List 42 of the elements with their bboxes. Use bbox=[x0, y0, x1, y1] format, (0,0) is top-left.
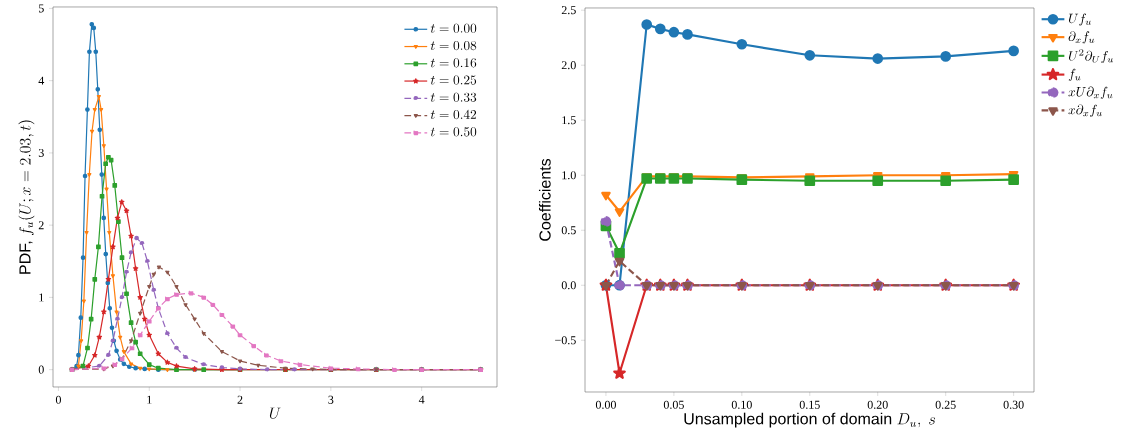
y-tick-label: 2.0 bbox=[561, 61, 576, 70]
y-tick-label: 4 bbox=[38, 76, 45, 85]
y-tick-label: 1.0 bbox=[562, 171, 576, 180]
x-tick-label: 0.10 bbox=[731, 400, 752, 409]
legend-label: $t=0.08$ bbox=[430, 40, 477, 51]
y-tick-label: 5 bbox=[38, 4, 44, 13]
x-tick-label: 1 bbox=[147, 395, 152, 404]
x-axis-title: $U$ bbox=[269, 407, 281, 419]
y-tick-label: 2 bbox=[38, 221, 44, 230]
x-axis-title: $\mbox{Unsampled portion of domain }D_u,\ s$ bbox=[684, 412, 935, 428]
legend-label: $t=0.25$ bbox=[430, 75, 477, 85]
legend-label: $Uf_u$ bbox=[1068, 13, 1092, 26]
legend-label: $t=0.50$ bbox=[430, 127, 477, 137]
x-tick-label: 3 bbox=[328, 395, 334, 404]
y-axis-title: $\mbox{PDF, }f_u(U;x=2.03,t)$ bbox=[18, 120, 35, 274]
legend-label: $\partial_x f_u$ bbox=[1068, 31, 1095, 44]
y-tick-label: 2.5 bbox=[561, 6, 576, 15]
legend-label: $f_u$ bbox=[1068, 68, 1081, 81]
legend-label: $U^2\partial_U f_u$ bbox=[1068, 49, 1114, 64]
y-tick-label: 1 bbox=[39, 293, 44, 302]
x-tick-label: 4 bbox=[418, 395, 425, 404]
y-tick-label: −0.5 bbox=[555, 336, 576, 345]
y-tick-label: 3 bbox=[38, 148, 44, 157]
x-tick-label: 0.15 bbox=[799, 400, 820, 409]
x-tick-label: 0.00 bbox=[595, 400, 616, 409]
x-tick-label: 0.30 bbox=[1003, 400, 1024, 409]
legend-label: $t=0.33$ bbox=[430, 92, 477, 102]
x-tick-label: 2 bbox=[237, 395, 243, 404]
x-tick-label: 0.05 bbox=[663, 400, 684, 409]
y-axis-title: Coefficients bbox=[538, 158, 551, 241]
legend-label: $t=0.42$ bbox=[430, 109, 477, 120]
y-tick-label: 0.5 bbox=[561, 226, 576, 235]
y-tick-label: 0 bbox=[38, 365, 44, 374]
x-tick-label: 0.20 bbox=[867, 400, 888, 409]
legend-label: $xU\partial_x f_u$ bbox=[1068, 86, 1113, 99]
legend-label: $t=0.16$ bbox=[430, 58, 477, 68]
legend-label: $t=0.00$ bbox=[430, 23, 477, 33]
x-tick-label: 0 bbox=[55, 395, 61, 404]
y-tick-label: 0.0 bbox=[561, 281, 576, 290]
x-tick-label: 0.25 bbox=[935, 400, 956, 409]
legend-label: $x\partial_x f_u$ bbox=[1068, 104, 1102, 117]
y-tick-label: 1.5 bbox=[562, 116, 576, 125]
